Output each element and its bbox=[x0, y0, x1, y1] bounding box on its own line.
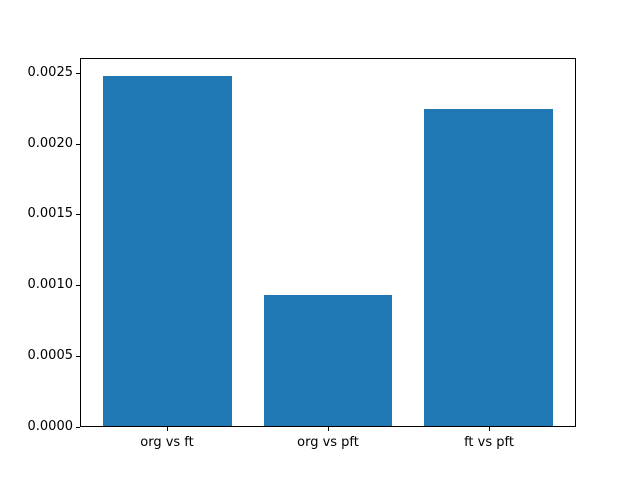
y-tick-mark bbox=[76, 427, 80, 428]
x-tick-mark bbox=[328, 427, 329, 431]
y-tick-label: 0.0020 bbox=[27, 136, 74, 151]
bar-ft-vs-pft bbox=[424, 108, 553, 426]
y-tick-mark bbox=[76, 144, 80, 145]
y-tick-mark bbox=[76, 356, 80, 357]
y-tick-label: 0.0000 bbox=[27, 419, 74, 434]
axes bbox=[80, 58, 576, 427]
y-tick-label: 0.0010 bbox=[27, 277, 74, 292]
y-tick-label: 0.0025 bbox=[27, 65, 74, 80]
x-tick-label-org-vs-pft: org vs pft bbox=[297, 435, 359, 450]
bar-org-vs-ft bbox=[103, 76, 232, 426]
x-tick-label-org-vs-ft: org vs ft bbox=[140, 435, 194, 450]
y-tick-mark bbox=[76, 73, 80, 74]
bar-org-vs-pft bbox=[263, 294, 393, 426]
y-tick-mark bbox=[76, 214, 80, 215]
y-tick-mark bbox=[76, 285, 80, 286]
x-tick-mark bbox=[167, 427, 168, 431]
y-tick-label: 0.0015 bbox=[27, 206, 74, 221]
y-tick-label: 0.0005 bbox=[27, 348, 74, 363]
x-tick-mark bbox=[489, 427, 490, 431]
x-tick-label-ft-vs-pft: ft vs pft bbox=[464, 435, 514, 450]
